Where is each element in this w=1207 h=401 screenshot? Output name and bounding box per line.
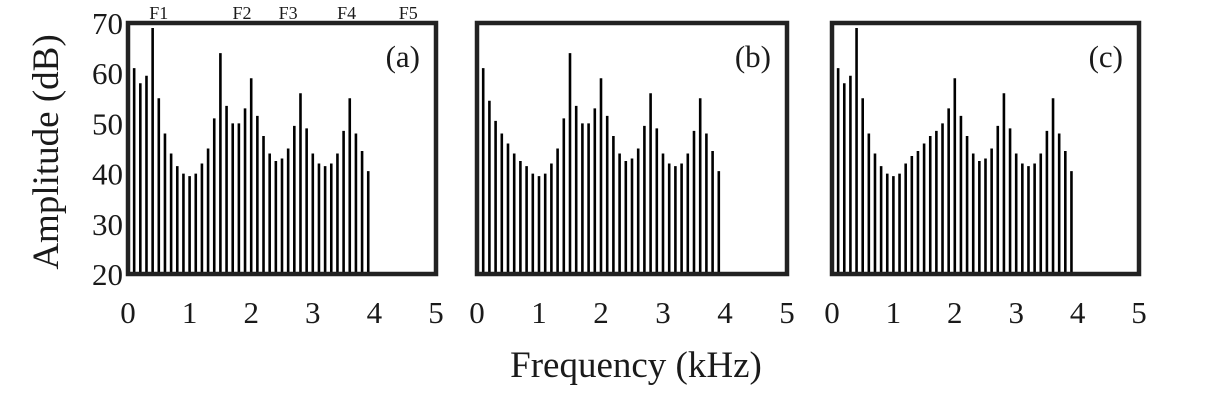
x-tick-label: 2 <box>593 295 609 330</box>
formant-label: F1 <box>149 3 168 23</box>
panel-label: (c) <box>1089 39 1123 74</box>
x-tick-label: 3 <box>305 295 321 330</box>
panel-label: (a) <box>386 39 420 74</box>
formant-label: F3 <box>279 3 298 23</box>
x-tick-label: 3 <box>1008 295 1024 330</box>
x-tick-label: 0 <box>120 295 136 330</box>
y-tick-label: 40 <box>92 157 123 192</box>
x-tick-label: 5 <box>779 295 795 330</box>
y-tick-label: 50 <box>92 106 123 141</box>
y-tick-label: 30 <box>92 207 123 242</box>
x-tick-label: 2 <box>243 295 259 330</box>
x-tick-label: 2 <box>947 295 963 330</box>
panel-1: (a) 0 1 2 3 4 5 20 30 40 50 60 70 F1 F2 F3 F4 F5 <box>92 3 444 330</box>
x-tick-label: 4 <box>1070 295 1086 330</box>
plot-frame <box>829 20 1142 277</box>
x-tick-label: 0 <box>824 295 840 330</box>
x-tick-label: 1 <box>886 295 902 330</box>
x-tick-label: 4 <box>367 295 383 330</box>
x-tick-label: 0 <box>469 295 485 330</box>
y-axis-title: Amplitude (dB) <box>26 34 67 269</box>
y-tick-label: 60 <box>92 56 123 91</box>
x-tick-label: 1 <box>182 295 198 330</box>
x-tick-label: 5 <box>1131 295 1147 330</box>
y-tick-label: 70 <box>92 6 123 41</box>
panel-label: (b) <box>735 39 771 74</box>
x-axis-title: Frequency (kHz) <box>510 345 762 386</box>
x-tick-label: 4 <box>717 295 733 330</box>
plot-frame <box>125 20 439 277</box>
y-tick-label: 20 <box>92 257 123 292</box>
panel-2: (b) 0 1 2 3 4 5 <box>469 20 795 330</box>
formant-label: F2 <box>232 3 251 23</box>
formant-label: F4 <box>337 3 356 23</box>
x-tick-label: 5 <box>428 295 444 330</box>
formant-label: F5 <box>399 3 418 23</box>
panel-3: (c) 0 1 2 3 4 5 <box>824 20 1147 330</box>
x-tick-label: 1 <box>531 295 547 330</box>
plot-frame <box>474 20 790 277</box>
x-tick-label: 3 <box>655 295 671 330</box>
